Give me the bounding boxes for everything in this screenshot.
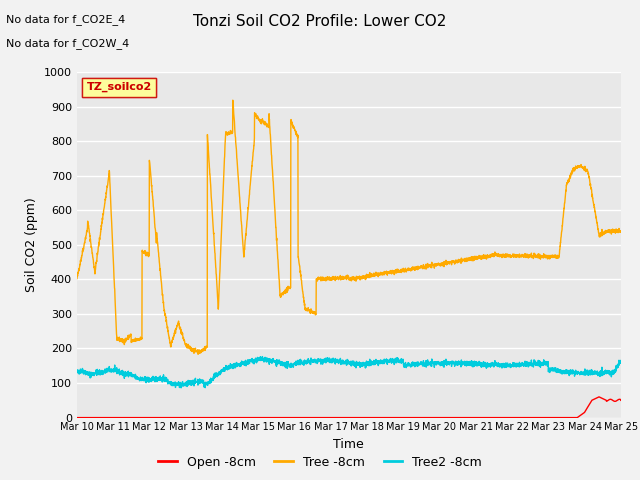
- Legend: TZ_soilco2: TZ_soilco2: [83, 78, 157, 96]
- Legend: Open -8cm, Tree -8cm, Tree2 -8cm: Open -8cm, Tree -8cm, Tree2 -8cm: [153, 451, 487, 474]
- Text: Tonzi Soil CO2 Profile: Lower CO2: Tonzi Soil CO2 Profile: Lower CO2: [193, 14, 447, 29]
- X-axis label: Time: Time: [333, 438, 364, 451]
- Text: No data for f_CO2W_4: No data for f_CO2W_4: [6, 38, 130, 49]
- Y-axis label: Soil CO2 (ppm): Soil CO2 (ppm): [26, 197, 38, 292]
- Text: No data for f_CO2E_4: No data for f_CO2E_4: [6, 14, 125, 25]
